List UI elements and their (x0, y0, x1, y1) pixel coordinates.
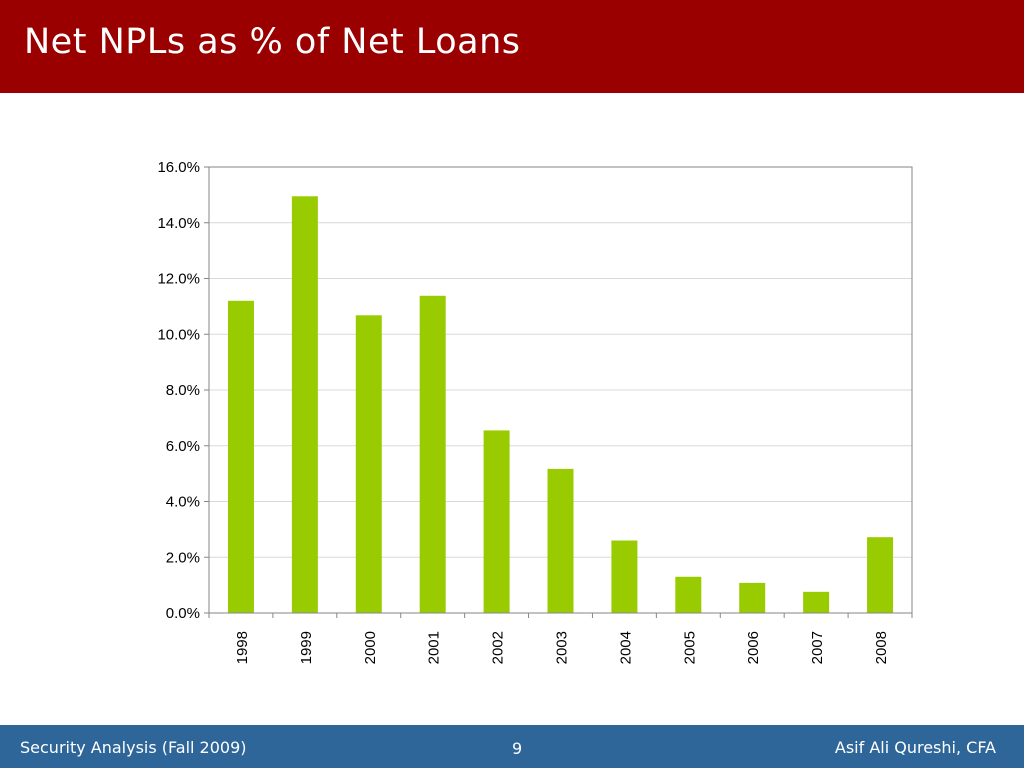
x-tick-label: 2006 (745, 631, 762, 664)
y-tick-label: 0.0% (166, 605, 200, 622)
y-tick-label: 6.0% (166, 438, 200, 455)
x-tick-label: 1998 (234, 631, 251, 664)
x-tick-label: 1999 (298, 631, 315, 664)
bar-2005 (675, 576, 702, 613)
bar-1999 (291, 196, 318, 614)
y-tick-label: 10.0% (157, 326, 200, 343)
bar-2004 (611, 540, 638, 613)
x-tick-label: 2001 (426, 631, 443, 664)
bar-chart: 0.0% 2.0% 4.0% 6.0% 8.0% 10.0% 12.0% 14.0% 16.0%… (157, 159, 913, 664)
x-tick-label: 2005 (681, 631, 698, 664)
y-tick-label: 16.0% (157, 159, 200, 176)
plot-border (208, 166, 913, 614)
x-tick-label: 2004 (617, 631, 634, 664)
x-tick-label: 2008 (873, 631, 890, 664)
y-tick-label: 14.0% (157, 215, 200, 232)
bar-2007 (803, 591, 830, 613)
bar-2003 (547, 468, 574, 613)
bar-2000 (355, 315, 382, 613)
bar-2002 (483, 430, 510, 613)
footer-page-number: 9 (512, 739, 523, 758)
x-tick-label: 2002 (490, 631, 507, 664)
x-tick-label: 2003 (554, 631, 571, 664)
slide-title: Net NPLs as % of Net Loans (24, 22, 521, 62)
footer-bar: Security Analysis (Fall 2009) 9 Asif Ali… (0, 725, 1024, 768)
y-tick-label: 4.0% (166, 494, 200, 511)
bar-2008 (867, 537, 894, 613)
bar-2006 (739, 582, 766, 613)
bar-2001 (419, 295, 446, 613)
bar-1998 (227, 300, 254, 613)
y-tick-label: 2.0% (166, 549, 200, 566)
y-tick-label: 12.0% (157, 271, 200, 288)
footer-author-label: Asif Ali Qureshi, CFA (834, 738, 996, 757)
title-bar: Net NPLs as % of Net Loans (0, 0, 1024, 93)
x-tick-label: 2000 (362, 631, 379, 664)
footer-course-label: Security Analysis (Fall 2009) (20, 738, 247, 757)
y-tick-label: 8.0% (166, 382, 200, 399)
x-tick-label: 2007 (809, 631, 826, 664)
